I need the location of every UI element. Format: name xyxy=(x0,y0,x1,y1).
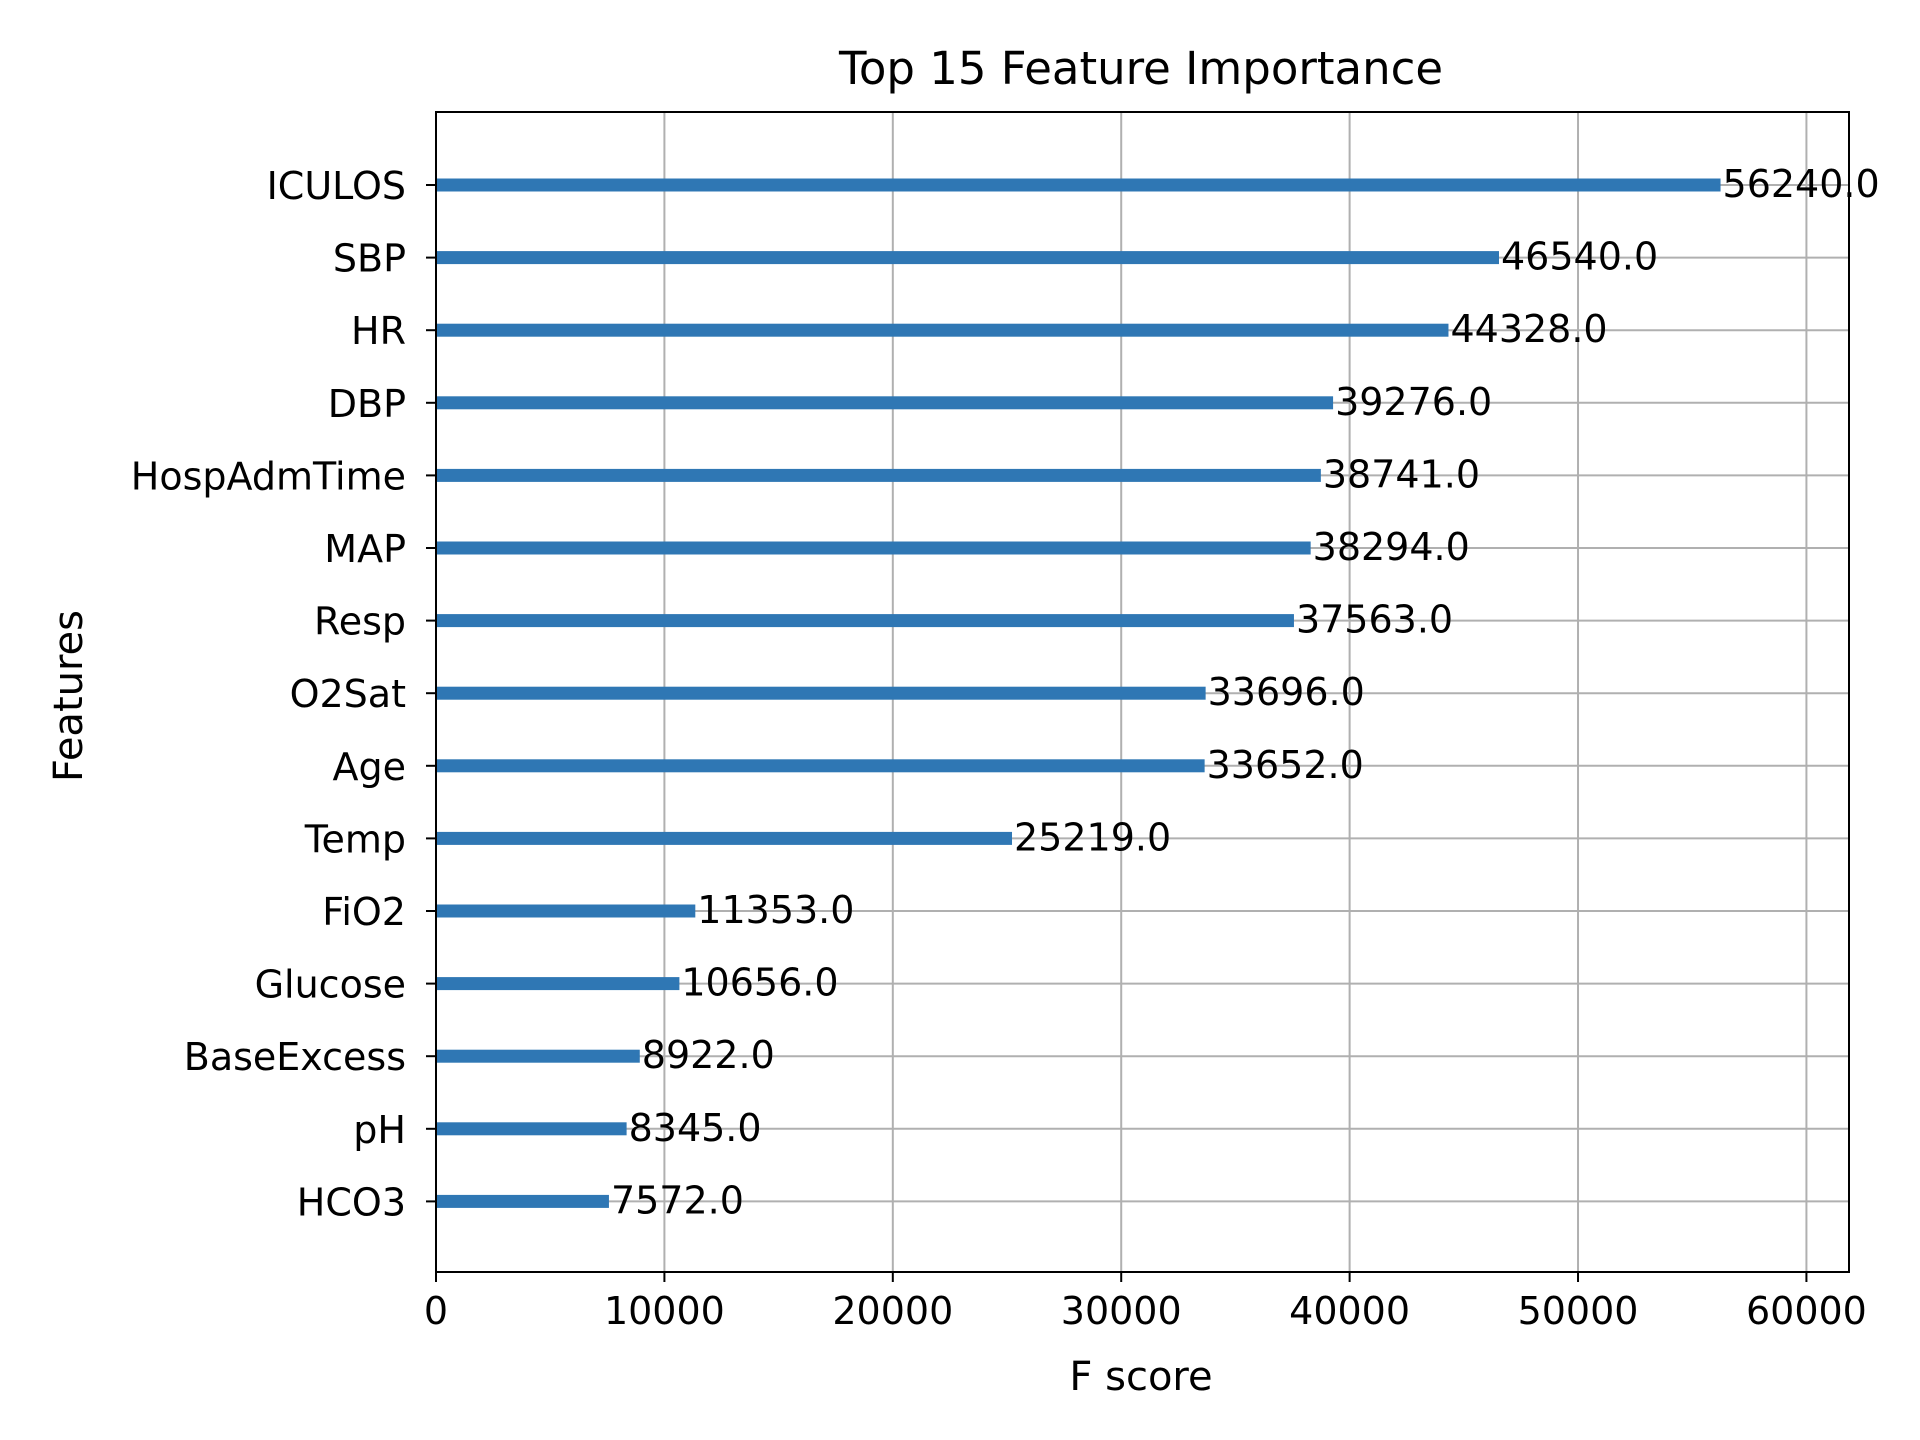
value-label: 38741.0 xyxy=(1323,452,1480,496)
x-tick-label: 40000 xyxy=(1289,1289,1410,1333)
bar-glucose xyxy=(436,977,680,991)
y-tick-label: MAP xyxy=(324,527,406,571)
x-axis-ticks: 0 10000 20000 30000 40000 50000 60000 xyxy=(424,1272,1867,1333)
x-tick-label: 50000 xyxy=(1518,1289,1639,1333)
x-tick-label: 20000 xyxy=(832,1289,953,1333)
value-label: 56240.0 xyxy=(1723,162,1880,206)
bars xyxy=(436,178,1721,1208)
y-axis-label: Features xyxy=(46,610,92,782)
bar-sbp xyxy=(436,251,1499,265)
y-tick-label: HospAdmTime xyxy=(131,454,406,498)
y-tick-label: HR xyxy=(351,309,406,353)
value-labels: 56240.0 46540.0 44328.0 39276.0 38741.0 38294… xyxy=(611,162,1880,1222)
value-label: 44328.0 xyxy=(1450,307,1607,351)
value-label: 33652.0 xyxy=(1207,743,1364,787)
x-tick-label: 60000 xyxy=(1746,1289,1867,1333)
value-label: 8345.0 xyxy=(629,1106,762,1150)
plot-area-frame xyxy=(435,111,1850,1273)
y-tick-label: Resp xyxy=(314,600,406,644)
bar-hr xyxy=(436,323,1449,337)
bar-temp xyxy=(436,831,1013,845)
chart-title: Top 15 Feature Importance xyxy=(838,42,1443,95)
bar-age xyxy=(436,759,1205,773)
bar-o2sat xyxy=(436,686,1206,700)
y-tick-label: Temp xyxy=(304,817,406,861)
value-label: 25219.0 xyxy=(1014,815,1171,859)
value-label: 10656.0 xyxy=(681,961,838,1005)
value-label: 37563.0 xyxy=(1296,598,1453,642)
value-label: 39276.0 xyxy=(1335,380,1492,424)
value-label: 11353.0 xyxy=(697,888,854,932)
bar-hospadmtime xyxy=(436,468,1321,482)
bar-iculos xyxy=(436,178,1721,192)
x-axis-label: F score xyxy=(1069,1354,1212,1400)
bar-map xyxy=(436,541,1311,555)
bar-resp xyxy=(436,614,1294,628)
value-label: 46540.0 xyxy=(1501,235,1658,279)
y-tick-label: pH xyxy=(353,1108,406,1152)
y-tick-label: BaseExcess xyxy=(184,1035,406,1079)
value-label: 7572.0 xyxy=(611,1178,744,1222)
bar-baseexcess xyxy=(436,1049,640,1063)
bar-ph xyxy=(436,1122,627,1136)
y-tick-label: Glucose xyxy=(255,963,406,1007)
y-tick-label: DBP xyxy=(328,382,406,426)
bar-hco3 xyxy=(436,1194,609,1208)
y-tick-label: HCO3 xyxy=(297,1180,406,1224)
value-label: 8922.0 xyxy=(642,1033,775,1077)
y-tick-label: FiO2 xyxy=(322,890,406,934)
y-tick-label: O2Sat xyxy=(290,672,406,716)
bar-fio2 xyxy=(436,904,696,918)
y-tick-label: ICULOS xyxy=(267,164,406,208)
bar-dbp xyxy=(436,396,1334,410)
x-tick-label: 30000 xyxy=(1061,1289,1182,1333)
y-tick-label: SBP xyxy=(333,237,406,281)
value-label: 38294.0 xyxy=(1313,525,1470,569)
y-tick-label: Age xyxy=(333,745,407,789)
x-tick-label: 10000 xyxy=(604,1289,725,1333)
x-tick-label: 0 xyxy=(424,1289,448,1333)
value-label: 33696.0 xyxy=(1208,670,1365,714)
y-axis-ticks: ICULOS SBP HR DBP HospAdmTime MAP Resp O2Sat Age… xyxy=(131,164,436,1224)
